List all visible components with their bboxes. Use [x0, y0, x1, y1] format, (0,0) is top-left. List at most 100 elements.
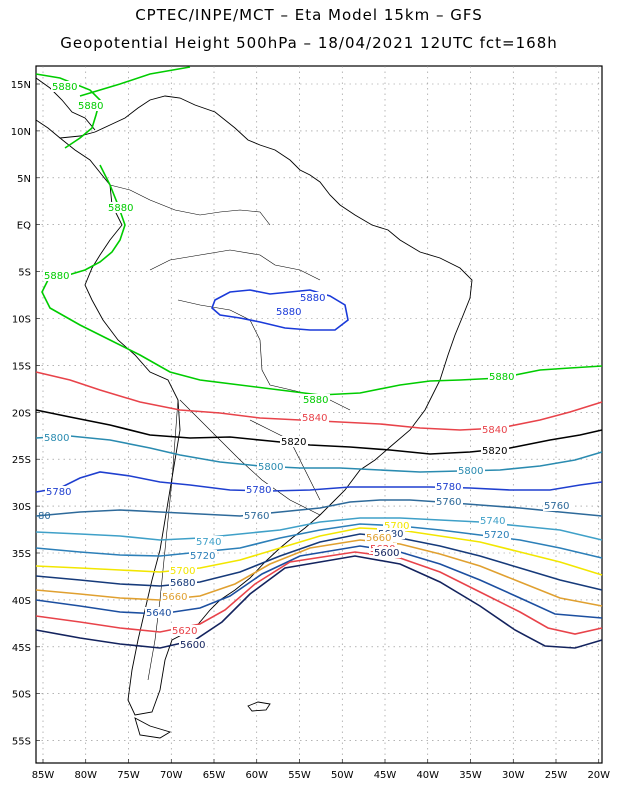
contour-label-bg: [302, 394, 330, 405]
contour-label-bg: [161, 591, 189, 602]
lat-label: 15S: [12, 361, 31, 372]
contour-label-bg: [383, 520, 411, 531]
contour-label-bg: [243, 510, 271, 521]
contour-label-5600: 5600: [180, 640, 205, 651]
lon-label: 25W: [545, 770, 568, 781]
lon-label: 60W: [245, 770, 268, 781]
map-grid: [36, 66, 602, 763]
contour-label-bg: [457, 465, 485, 476]
contour-edge-label: 80: [38, 511, 51, 522]
lon-label: 40W: [416, 770, 439, 781]
contour-label-5760: 5760: [244, 511, 269, 522]
contour-label-bg: [77, 100, 105, 111]
contour-label-5880: 5880: [489, 372, 514, 383]
lat-label: 30S: [12, 502, 31, 513]
lon-label: 50W: [331, 770, 354, 781]
contour-label-5820: 5820: [482, 446, 507, 457]
contour-label-bg: [488, 371, 516, 382]
contour-5660: [35, 539, 603, 607]
contour-label-5780: 5780: [436, 482, 461, 493]
contour-label-bg: [179, 639, 207, 650]
falkland-islands: [247, 701, 271, 712]
contour-label-5720: 5720: [190, 551, 215, 562]
lat-label: 5N: [17, 174, 31, 185]
contour-label-bg: [43, 270, 71, 281]
contour-label-bg: [301, 412, 329, 423]
contour-label-5760: 5760: [544, 501, 569, 512]
contour-label-5880: 5880: [44, 271, 69, 282]
lon-label: 20W: [587, 770, 610, 781]
central-america-coast: [35, 77, 96, 139]
map-title-line2: Geopotential Height 500hPa – 18/04/2021 …: [60, 34, 558, 52]
lon-label: 55W: [288, 770, 311, 781]
lon-label: 35W: [459, 770, 482, 781]
contour-5680: [35, 533, 603, 591]
contour-label-5660: 5660: [162, 592, 187, 603]
contour-5880-north-top: [79, 66, 191, 97]
lat-label: 5S: [18, 268, 31, 279]
lon-label: 80W: [74, 770, 97, 781]
contour-label-bg: [435, 481, 463, 492]
contour-label-bg: [107, 202, 135, 213]
contour-label-5880: 5880: [108, 203, 133, 214]
contour-5820: [35, 409, 603, 455]
contour-5800: [35, 435, 603, 473]
lat-label: 35S: [12, 549, 31, 560]
contour-label-5740: 5740: [480, 516, 505, 527]
contour-label-bg: [169, 577, 197, 588]
contour-label-bg: [257, 461, 285, 472]
lon-label: 30W: [502, 770, 525, 781]
south-america-coast: [58, 95, 473, 716]
lon-label: 70W: [160, 770, 183, 781]
contour-label-bg: [481, 445, 509, 456]
contour-label-bg: [435, 496, 463, 507]
contour-label-bg: [145, 607, 173, 618]
lat-label: 45S: [12, 643, 31, 654]
latitude-labels: 15N 10N 5N EQ 5S 10S 15S 20S 25S 30S 35S 40S 45S 50S 5…: [11, 80, 31, 748]
contour-label-bg: [245, 484, 273, 495]
tierra-del-fuego: [134, 717, 172, 739]
contour-label-bg: [479, 515, 507, 526]
contour-label-5800: 5800: [258, 462, 283, 473]
contour-label-5620: 5620: [172, 626, 197, 637]
lat-label: 10N: [11, 127, 31, 138]
lon-label: 65W: [203, 770, 226, 781]
longitude-labels: 85W 80W 75W 70W 65W 60W 55W 50W 45W 40W 35W 30W 25W 2…: [32, 770, 610, 781]
contour-label-5600: 5600: [374, 548, 399, 559]
contour-label-bg: [365, 532, 393, 543]
contour-label-bg: [45, 486, 73, 497]
coastline: [35, 77, 473, 739]
lon-label: 85W: [32, 770, 55, 781]
contour-label-5880: 5880: [300, 293, 325, 304]
lat-label: EQ: [17, 221, 31, 232]
contour-label-5880: 5880: [52, 82, 77, 93]
lat-label: 40S: [12, 596, 31, 607]
map-title-line1: CPTEC/INPE/MCT – Eta Model 15km – GFS: [135, 6, 483, 24]
contour-label-bg: [280, 436, 308, 447]
contour-5760: [35, 499, 603, 517]
contour-5700: [35, 527, 603, 576]
contour-label-5700: 5700: [170, 566, 195, 577]
contour-5600: [35, 555, 603, 649]
contour-label-5640: 5640: [146, 608, 171, 619]
contour-label-bg: [43, 432, 71, 443]
lat-label: 50S: [12, 690, 31, 701]
contour-label-bg: [481, 424, 509, 435]
contour-5880-brazil: [211, 289, 349, 331]
contour-label-5840: 5840: [482, 425, 507, 436]
contour-label-bg: [299, 292, 327, 303]
lon-label: 45W: [374, 770, 397, 781]
contour-label-5800: 5800: [458, 466, 483, 477]
contour-label-bg: [51, 81, 79, 92]
contour-label-bg: [373, 547, 401, 558]
contour-label-5680: 5680: [170, 578, 195, 589]
contour-label-bg: [275, 306, 303, 317]
contour-5640: [35, 545, 603, 619]
contour-label-bg: [169, 565, 197, 576]
contour-label-5840: 5840: [302, 413, 327, 424]
contour-label-5880: 5880: [78, 101, 103, 112]
contour-label-bg: [195, 536, 223, 547]
contour-label-5780: 5780: [46, 487, 71, 498]
contour-label-5800: 5800: [44, 433, 69, 444]
